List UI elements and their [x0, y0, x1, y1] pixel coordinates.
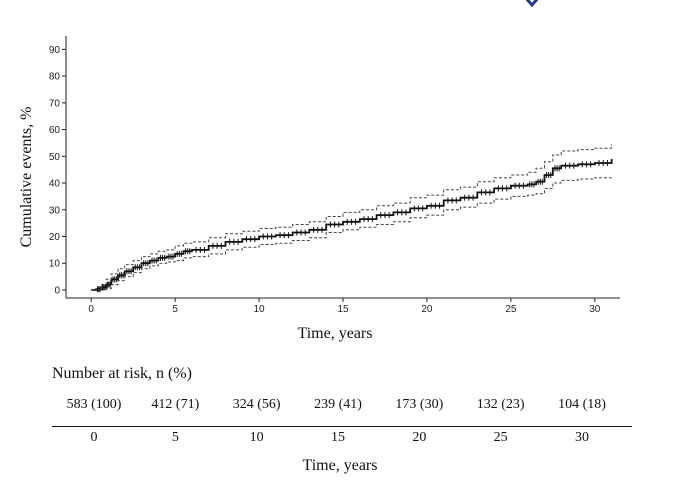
risk-count: 324 (56): [232, 397, 281, 412]
estimate-line: [91, 159, 613, 291]
y-axis: 0 10 20 30 40 50 60 70 80 90: [49, 36, 67, 298]
x-tick-label: 30: [589, 304, 601, 315]
x-tick-label: 15: [337, 304, 349, 315]
upper-ci-line: [91, 144, 613, 291]
plot-lines: [91, 144, 613, 291]
y-tick-label: 90: [49, 45, 61, 56]
y-tick-label: 40: [49, 179, 61, 190]
y-tick-label: 30: [49, 205, 61, 216]
y-tick-label: 20: [49, 232, 61, 243]
risk-count: 239 (41): [314, 397, 362, 412]
y-tick-label: 0: [54, 285, 60, 296]
y-tick-label: 70: [49, 98, 61, 109]
risk-table-xlabel: Time, years: [302, 457, 378, 474]
x-tick-label: 0: [88, 304, 94, 315]
x-axis: 0 5 10 15 20 25 30: [66, 297, 620, 315]
y-tick-label: 60: [49, 125, 61, 136]
risk-table-rule: [52, 426, 632, 427]
risk-time-tick: 20: [412, 430, 427, 445]
risk-count: 412 (71): [151, 397, 200, 412]
risk-count: 132 (23): [476, 397, 525, 412]
y-tick-label: 80: [49, 72, 61, 83]
risk-time-tick: 30: [575, 430, 589, 445]
km-plot: 0 10 20 30 40 50 60 70 80 90 0 5 10 15 20 25 30 Cumulat…: [18, 36, 620, 342]
y-tick-label: 10: [49, 259, 61, 270]
risk-table-title: Number at risk, n (%): [52, 365, 192, 382]
censor-marks: [96, 159, 608, 293]
risk-count: 173 (30): [395, 397, 444, 412]
decorative-corner-mark: [524, 0, 540, 8]
x-tick-label: 25: [505, 304, 517, 315]
risk-table-time-ticks: 0 5 10 15 20 25 30: [0, 430, 680, 450]
x-axis-label: Time, years: [298, 325, 373, 342]
risk-count: 583 (100): [66, 397, 122, 412]
risk-count: 104 (18): [558, 397, 606, 412]
x-tick-label: 5: [172, 304, 178, 315]
risk-table-values: 583 (100) 412 (71) 324 (56) 239 (41) 173 (30…: [0, 397, 680, 417]
risk-time-tick: 5: [171, 430, 179, 445]
y-tick-label: 50: [49, 152, 61, 163]
risk-time-tick: 25: [493, 430, 508, 445]
risk-time-tick: 15: [331, 430, 345, 445]
x-tick-label: 20: [421, 304, 433, 315]
y-axis-label: Cumulative events, %: [18, 107, 35, 248]
risk-time-tick: 10: [249, 430, 264, 445]
lower-ci-line: [91, 176, 613, 291]
risk-time-tick: 0: [90, 430, 98, 445]
x-tick-label: 10: [253, 304, 265, 315]
